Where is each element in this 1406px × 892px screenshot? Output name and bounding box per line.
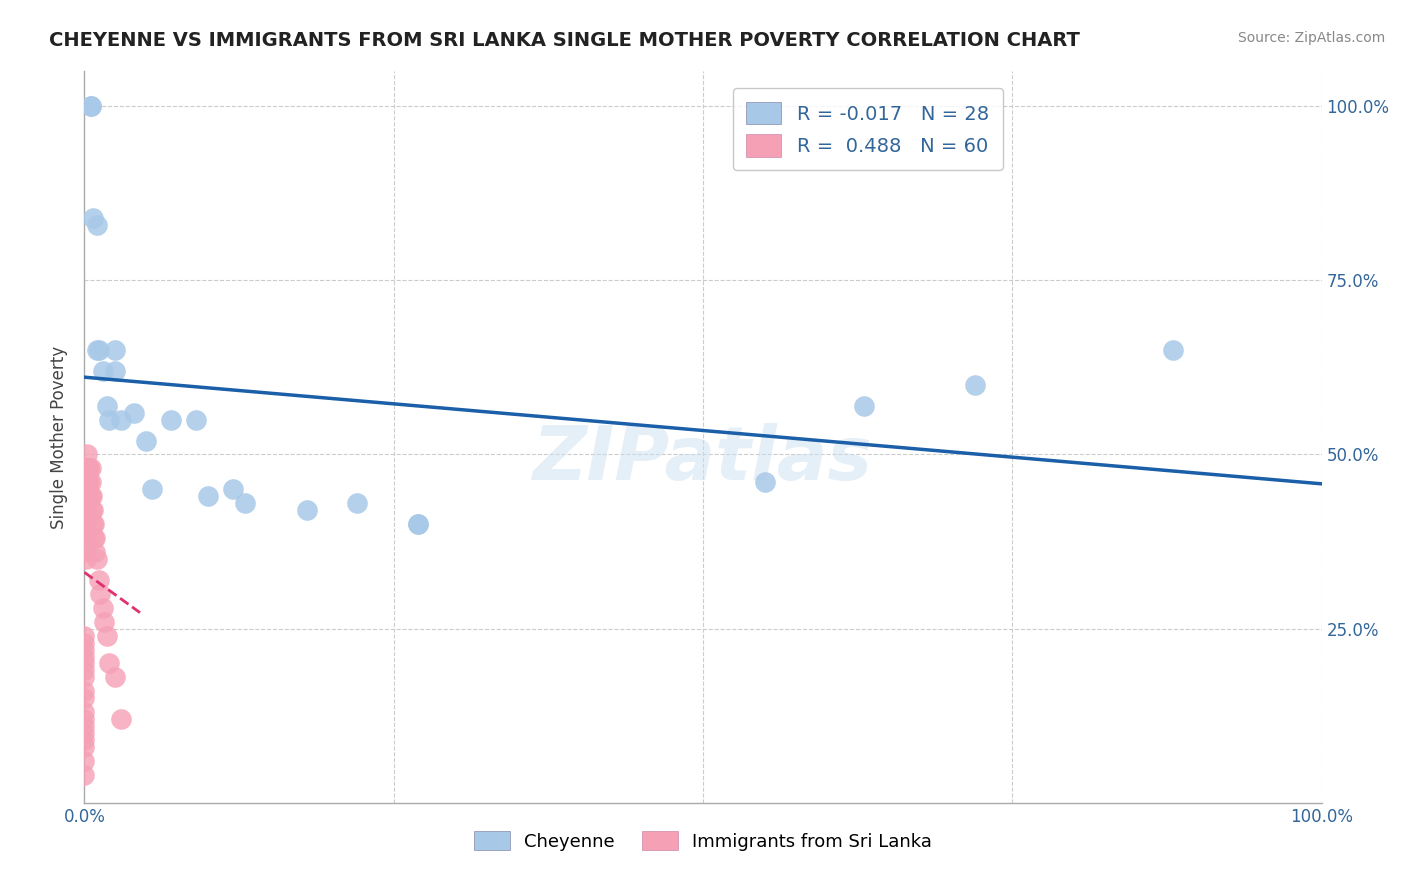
Point <box>73 719 96 733</box>
Point <box>1161 343 1184 357</box>
Point <box>80 489 103 503</box>
Point <box>73 712 96 726</box>
Point <box>852 399 875 413</box>
Point <box>79 461 101 475</box>
Point <box>86 218 108 232</box>
Point <box>222 483 245 497</box>
Text: Source: ZipAtlas.com: Source: ZipAtlas.com <box>1237 31 1385 45</box>
Point <box>82 517 104 532</box>
Point <box>75 524 97 538</box>
Point <box>73 740 96 755</box>
Point <box>73 657 96 671</box>
Point <box>110 412 132 426</box>
Point <box>76 489 98 503</box>
Point <box>73 705 96 719</box>
Point <box>79 489 101 503</box>
Point <box>104 364 127 378</box>
Point <box>91 364 114 378</box>
Point <box>104 670 127 684</box>
Point <box>184 412 207 426</box>
Point <box>83 517 105 532</box>
Point <box>89 573 111 587</box>
Point <box>754 475 776 490</box>
Point <box>295 503 318 517</box>
Point <box>73 635 96 649</box>
Point <box>408 517 430 532</box>
Point <box>73 642 96 657</box>
Point <box>73 649 96 664</box>
Point <box>76 475 98 490</box>
Point <box>93 615 115 629</box>
Point <box>79 99 101 113</box>
Point <box>96 629 118 643</box>
Point <box>75 468 97 483</box>
Point <box>73 670 96 684</box>
Point <box>86 552 108 566</box>
Point <box>75 475 97 490</box>
Text: CHEYENNE VS IMMIGRANTS FROM SRI LANKA SINGLE MOTHER POVERTY CORRELATION CHART: CHEYENNE VS IMMIGRANTS FROM SRI LANKA SI… <box>49 31 1080 50</box>
Point <box>75 531 97 545</box>
Point <box>135 434 157 448</box>
Point <box>79 461 101 475</box>
Point <box>96 399 118 413</box>
Point <box>160 412 183 426</box>
Point <box>346 496 368 510</box>
Point <box>82 503 104 517</box>
Point <box>75 545 97 559</box>
Point <box>75 503 97 517</box>
Point <box>77 468 100 483</box>
Point <box>98 412 121 426</box>
Point <box>77 489 100 503</box>
Point <box>73 691 96 706</box>
Point <box>91 600 114 615</box>
Point <box>76 483 98 497</box>
Point <box>77 461 100 475</box>
Point <box>82 211 104 225</box>
Point <box>75 489 97 503</box>
Point <box>73 733 96 747</box>
Point <box>122 406 145 420</box>
Point <box>110 712 132 726</box>
Text: ZIPatlas: ZIPatlas <box>533 423 873 496</box>
Point <box>79 99 101 113</box>
Point <box>77 483 100 497</box>
Point <box>141 483 163 497</box>
Point <box>73 726 96 740</box>
Point <box>76 448 98 462</box>
Point <box>73 684 96 698</box>
Point <box>86 343 108 357</box>
Point <box>73 664 96 678</box>
Point <box>79 475 101 490</box>
Point <box>79 475 101 490</box>
Point <box>75 517 97 532</box>
Y-axis label: Single Mother Poverty: Single Mother Poverty <box>51 345 69 529</box>
Point <box>76 468 98 483</box>
Point <box>84 531 107 545</box>
Point <box>197 489 219 503</box>
Point <box>104 343 127 357</box>
Point <box>76 461 98 475</box>
Point <box>80 503 103 517</box>
Point <box>233 496 256 510</box>
Point <box>408 517 430 532</box>
Legend: Cheyenne, Immigrants from Sri Lanka: Cheyenne, Immigrants from Sri Lanka <box>464 822 942 860</box>
Point <box>73 629 96 643</box>
Point <box>73 768 96 782</box>
Point <box>77 475 100 490</box>
Point <box>84 545 107 559</box>
Point <box>73 754 96 768</box>
Point <box>79 489 101 503</box>
Point <box>89 587 111 601</box>
Point <box>98 657 121 671</box>
Point <box>83 531 105 545</box>
Point <box>965 377 987 392</box>
Point <box>89 343 111 357</box>
Point <box>75 552 97 566</box>
